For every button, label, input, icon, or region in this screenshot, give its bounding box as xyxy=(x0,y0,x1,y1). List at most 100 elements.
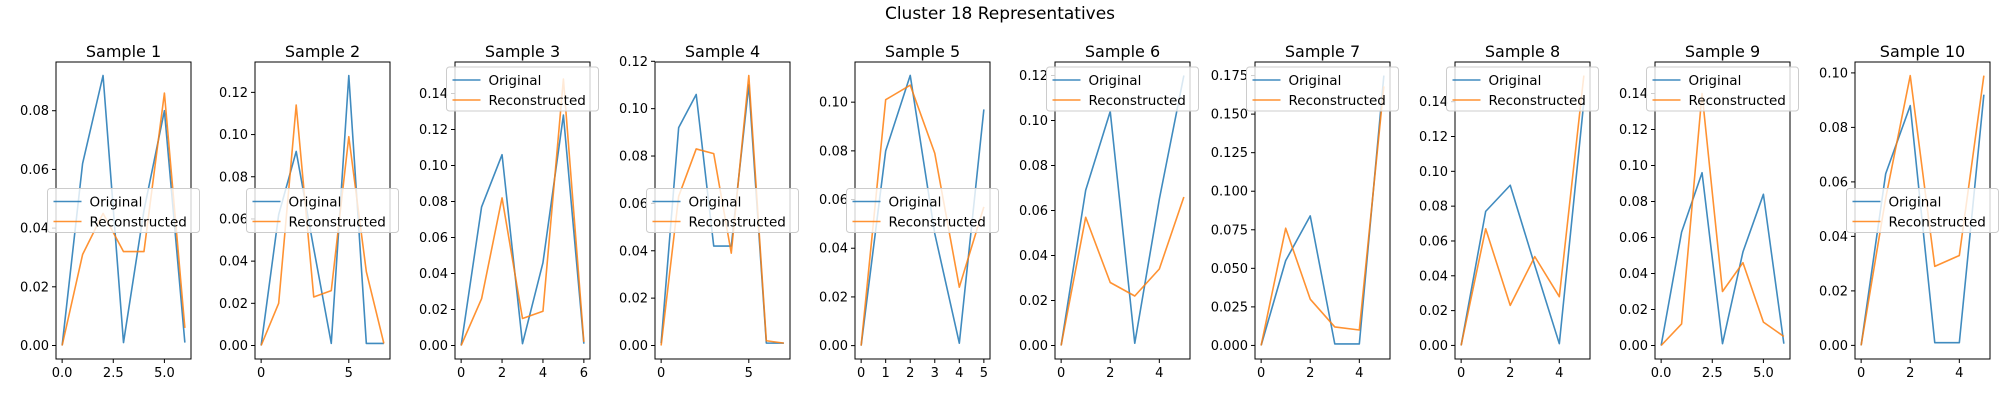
legend-box xyxy=(246,188,399,233)
y-tick-label: 0.06 xyxy=(20,163,49,178)
y-tick-label: 0.12 xyxy=(1419,130,1448,145)
y-tick-label: 0.10 xyxy=(1819,66,1848,81)
legend-label-original: Original xyxy=(1089,73,1142,89)
figure-title: Cluster 18 Representatives xyxy=(885,4,1115,24)
x-tick-label: 5 xyxy=(345,366,353,381)
y-tick-label: 0.04 xyxy=(819,242,848,257)
series-line-original xyxy=(860,74,985,346)
y-tick-label: 0.02 xyxy=(219,297,248,312)
subplot-4: Sample 4 0.00 0.02 0.04 0.06 0.08 0.10 0.12 0 5 Or… xyxy=(619,42,799,381)
legend-label-original: Original xyxy=(90,195,143,211)
y-tick-label: 0.10 xyxy=(1019,114,1048,129)
series-line-reconstructed xyxy=(860,84,985,346)
series-line-reconstructed xyxy=(1460,75,1585,346)
x-tick-label: 2 xyxy=(1106,366,1114,381)
y-tick-label: 0.100 xyxy=(1211,185,1248,200)
axes-frame xyxy=(1654,61,1791,360)
legend-label-original: Original xyxy=(689,195,742,211)
series-line-reconstructed xyxy=(460,78,585,346)
y-tick-label: 0.14 xyxy=(419,87,448,102)
legend-label-original: Original xyxy=(1289,73,1342,89)
x-tick-label: 5.0 xyxy=(1753,366,1774,381)
subplot-title: Sample 10 xyxy=(1880,42,1965,61)
y-tick-label: 0.00 xyxy=(1819,339,1848,354)
legend-label-reconstructed: Reconstructed xyxy=(90,215,187,231)
x-tick-label: 4 xyxy=(1155,366,1163,381)
y-tick-label: 0.00 xyxy=(219,339,248,354)
y-tick-label: 0.04 xyxy=(219,255,248,270)
y-tick-label: 0.00 xyxy=(819,339,848,354)
axes-frame xyxy=(1454,61,1591,360)
subplot-title: Sample 4 xyxy=(685,42,760,61)
subplot-title: Sample 8 xyxy=(1485,42,1560,61)
x-tick-label: 2 xyxy=(1906,366,1914,381)
series-line-reconstructed xyxy=(1260,86,1385,346)
y-tick-label: 0.08 xyxy=(819,144,848,159)
y-tick-label: 0.02 xyxy=(1619,303,1648,318)
y-tick-label: 0.10 xyxy=(219,128,248,143)
y-tick-label: 0.02 xyxy=(1819,284,1848,299)
y-tick-label: 0.06 xyxy=(1419,234,1448,249)
legend: Original Reconstructed xyxy=(846,188,999,233)
x-tick-label: 0 xyxy=(1257,366,1265,381)
legend-box xyxy=(1446,66,1599,112)
y-tick-label: 0.00 xyxy=(1619,339,1648,354)
legend-box xyxy=(47,188,200,233)
y-tick-label: 0.02 xyxy=(819,290,848,305)
legend-label-reconstructed: Reconstructed xyxy=(689,215,786,231)
series-line-original xyxy=(1260,75,1385,346)
y-tick-label: 0.00 xyxy=(1419,339,1448,354)
series-line-original xyxy=(61,74,186,346)
y-tick-label: 0.04 xyxy=(1619,267,1648,282)
y-tick-label: 0.06 xyxy=(1019,204,1048,219)
x-tick-label: 5.0 xyxy=(154,366,175,381)
x-tick-label: 4 xyxy=(1955,366,1963,381)
y-tick-label: 0.04 xyxy=(1019,249,1048,264)
legend-box xyxy=(846,188,999,233)
x-tick-label: 0.0 xyxy=(52,366,73,381)
subplot-title: Sample 7 xyxy=(1285,42,1360,61)
series-line-original xyxy=(1460,101,1585,346)
y-tick-label: 0.02 xyxy=(1019,294,1048,309)
legend: Original Reconstructed xyxy=(446,66,599,112)
y-tick-label: 0.08 xyxy=(419,195,448,210)
series-line-original xyxy=(1660,171,1785,346)
legend: Original Reconstructed xyxy=(246,188,399,233)
y-tick-label: 0.06 xyxy=(1819,175,1848,190)
legend: Original Reconstructed xyxy=(1646,66,1799,112)
legend-label-reconstructed: Reconstructed xyxy=(1889,215,1986,231)
x-tick-label: 3 xyxy=(931,366,939,381)
y-tick-label: 0.10 xyxy=(1419,165,1448,180)
y-tick-label: 0.04 xyxy=(1419,269,1448,284)
x-tick-label: 4 xyxy=(1555,366,1563,381)
x-tick-label: 0.0 xyxy=(1651,366,1672,381)
y-tick-label: 0.10 xyxy=(419,159,448,174)
y-tick-label: 0.00 xyxy=(419,339,448,354)
y-tick-label: 0.075 xyxy=(1211,223,1248,238)
series-line-original xyxy=(460,114,585,346)
x-tick-label: 0 xyxy=(457,366,465,381)
x-tick-label: 1 xyxy=(882,366,890,381)
x-tick-label: 0 xyxy=(857,366,865,381)
legend-box xyxy=(1646,66,1799,112)
legend-label-reconstructed: Reconstructed xyxy=(1489,93,1586,109)
x-tick-label: 5 xyxy=(745,366,753,381)
y-tick-label: 0.06 xyxy=(619,197,648,212)
legend-label-original: Original xyxy=(889,195,942,211)
series-line-reconstructed xyxy=(1060,196,1185,346)
y-tick-label: 0.08 xyxy=(1019,159,1048,174)
legend: Original Reconstructed xyxy=(1046,66,1199,112)
legend-box xyxy=(1046,66,1199,112)
y-tick-label: 0.12 xyxy=(1619,123,1648,138)
legend: Original Reconstructed xyxy=(1246,66,1399,112)
x-tick-label: 4 xyxy=(539,366,547,381)
x-tick-label: 2.5 xyxy=(1702,366,1723,381)
legend: Original Reconstructed xyxy=(47,188,200,233)
x-tick-label: 4 xyxy=(1355,366,1363,381)
y-tick-label: 0.06 xyxy=(1619,231,1648,246)
y-tick-label: 0.125 xyxy=(1211,146,1248,161)
y-tick-label: 0.06 xyxy=(419,231,448,246)
y-tick-label: 0.10 xyxy=(1619,159,1648,174)
legend-label-reconstructed: Reconstructed xyxy=(1089,93,1186,109)
